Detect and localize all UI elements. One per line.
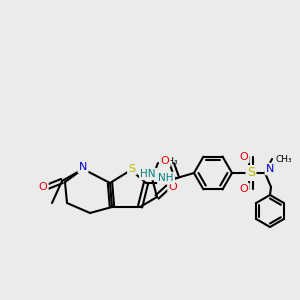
Text: N: N [79,162,87,172]
Text: CH₃: CH₃ [275,154,292,164]
Text: S: S [128,164,136,174]
Text: O: O [39,182,47,192]
Text: HN: HN [140,169,156,179]
Text: N: N [266,164,274,174]
Text: O: O [240,152,248,162]
Text: O: O [240,184,248,194]
Text: O: O [169,182,177,192]
Text: CH₃: CH₃ [161,158,178,166]
Text: O: O [160,156,169,166]
Text: S: S [247,167,255,179]
Text: NH: NH [158,173,174,183]
